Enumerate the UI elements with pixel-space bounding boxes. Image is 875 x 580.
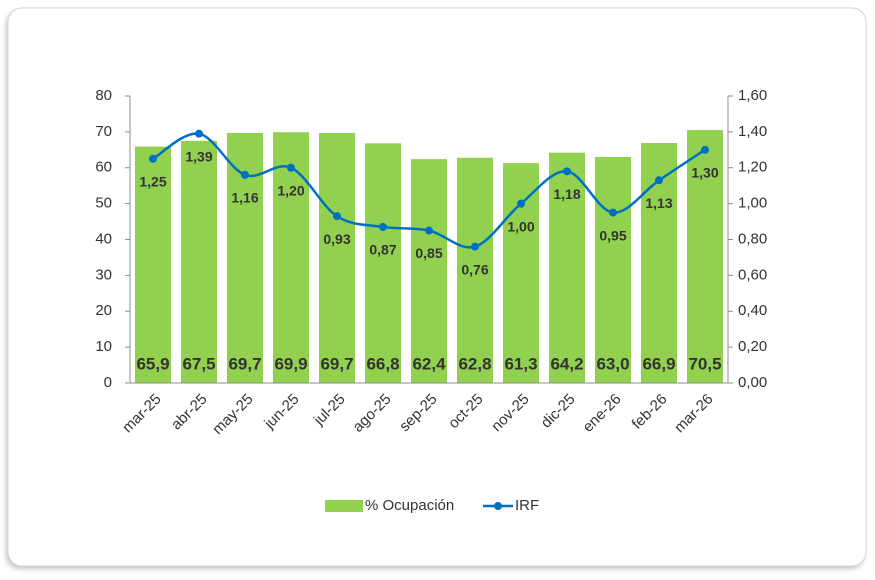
bar-label: 61,3 <box>504 354 537 373</box>
point-label: 0,76 <box>461 261 488 277</box>
bar <box>273 132 309 383</box>
y2-tick-label: 0,20 <box>738 338 767 355</box>
bar <box>181 140 217 383</box>
point <box>333 212 341 221</box>
point-label: 1,20 <box>277 182 304 198</box>
point <box>471 242 479 251</box>
y-tick-label: 40 <box>95 230 112 247</box>
y2-tick-label: 1,60 <box>738 87 767 104</box>
legend-label: % Ocupación <box>365 497 454 514</box>
bar-label: 65,9 <box>136 354 169 373</box>
point-label: 0,87 <box>369 242 396 258</box>
bar <box>411 159 447 383</box>
point <box>149 154 157 163</box>
point-label: 1,25 <box>139 173 166 189</box>
bar <box>135 146 171 383</box>
point-label: 1,30 <box>691 165 718 181</box>
bar-label: 69,7 <box>228 354 261 373</box>
point-label: 1,00 <box>507 218 534 234</box>
y2-tick-label: 1,00 <box>738 195 767 212</box>
point-label: 0,93 <box>323 231 350 247</box>
point <box>195 129 203 138</box>
y-tick-label: 70 <box>95 123 112 140</box>
bar-label: 62,8 <box>458 354 491 373</box>
point-label: 0,95 <box>599 227 626 243</box>
point <box>655 176 663 185</box>
point-label: 1,13 <box>645 195 672 211</box>
y-tick-label: 10 <box>95 338 112 355</box>
bar-label: 70,5 <box>688 354 721 373</box>
legend-marker <box>494 502 502 510</box>
y2-tick-label: 0,80 <box>738 230 767 247</box>
bar <box>595 156 631 383</box>
bar-label: 67,5 <box>182 354 215 373</box>
point <box>609 208 617 217</box>
bar <box>503 163 539 383</box>
y-tick-label: 30 <box>95 266 112 283</box>
y2-tick-label: 0,00 <box>738 374 767 391</box>
y2-tick-label: 1,40 <box>738 123 767 140</box>
point <box>517 199 525 208</box>
bar-label: 69,7 <box>320 354 353 373</box>
bar <box>457 157 493 383</box>
y2-tick-label: 0,60 <box>738 266 767 283</box>
legend-label: IRF <box>515 497 539 514</box>
bar <box>319 132 355 383</box>
point <box>563 167 571 176</box>
point <box>379 222 387 231</box>
point <box>425 226 433 235</box>
y2-tick-label: 0,40 <box>738 302 767 319</box>
bar <box>687 130 723 383</box>
bar <box>227 132 263 383</box>
point <box>701 145 709 154</box>
y2-tick-label: 1,20 <box>738 159 767 176</box>
bar <box>365 143 401 383</box>
y-tick-label: 80 <box>95 87 112 104</box>
point <box>287 163 295 172</box>
bar-label: 63,0 <box>596 354 629 373</box>
bar-label: 69,9 <box>274 354 307 373</box>
bar-label: 62,4 <box>412 354 446 373</box>
point <box>241 170 249 179</box>
bar-label: 66,9 <box>642 354 675 373</box>
y-tick-label: 50 <box>95 195 112 212</box>
point-label: 0,85 <box>415 245 442 261</box>
point-label: 1,18 <box>553 186 580 202</box>
point-label: 1,16 <box>231 190 258 206</box>
bar-label: 66,8 <box>366 354 399 373</box>
bar-label: 64,2 <box>550 354 583 373</box>
y-tick-label: 60 <box>95 159 112 176</box>
legend-swatch <box>325 500 363 512</box>
y-tick-label: 20 <box>95 302 112 319</box>
bar <box>549 152 585 383</box>
point-label: 1,39 <box>185 148 212 164</box>
y-tick-label: 0 <box>104 374 112 391</box>
